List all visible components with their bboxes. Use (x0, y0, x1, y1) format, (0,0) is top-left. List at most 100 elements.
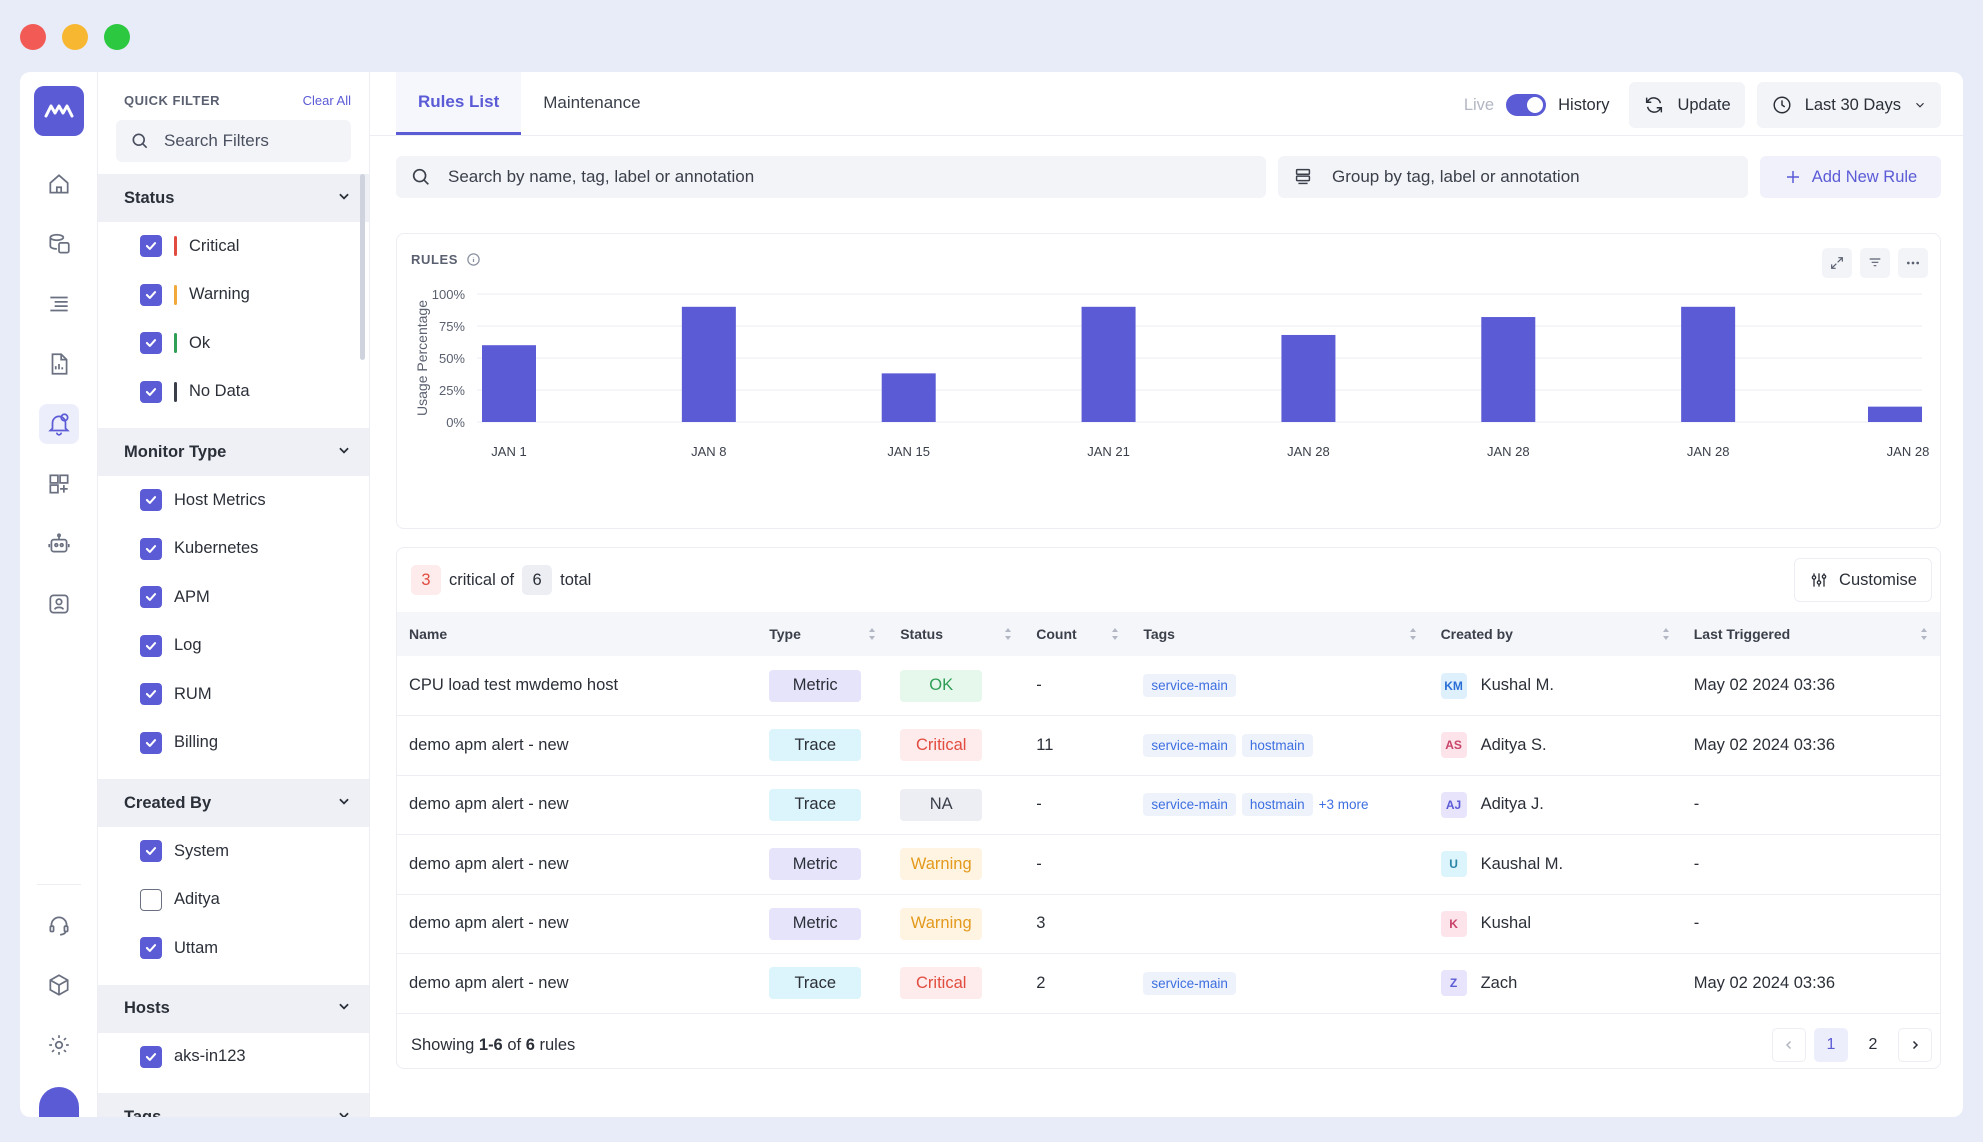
info-icon[interactable] (466, 252, 481, 267)
next-page-button[interactable] (1898, 1027, 1932, 1062)
user-monitoring-icon[interactable] (39, 584, 79, 624)
expand-chart-button[interactable] (1822, 248, 1852, 278)
checkbox-checked[interactable] (140, 683, 162, 706)
tab-rules-list[interactable]: Rules List (396, 72, 522, 135)
rules-search-input[interactable]: Search by name, tag, label or annotation (396, 156, 1266, 198)
clear-all-link[interactable]: Clear All (302, 92, 351, 108)
chart-more-button[interactable] (1898, 248, 1928, 278)
checkbox-checked[interactable] (140, 332, 162, 355)
filter-section-header[interactable]: Hosts (98, 984, 369, 1033)
minimize-window-button[interactable] (62, 24, 88, 50)
alerts-icon[interactable] (38, 404, 79, 444)
logs-icon[interactable] (39, 284, 79, 324)
page-1-button[interactable]: 1 (1814, 1027, 1848, 1062)
rule-name[interactable]: demo apm alert - new (409, 973, 569, 992)
filter-option-critical[interactable]: Critical (98, 222, 369, 271)
filter-option-no-data[interactable]: No Data (98, 368, 369, 417)
bar[interactable] (1481, 317, 1536, 422)
filter-option-apm[interactable]: APM (98, 573, 369, 622)
time-range-select[interactable]: Last 30 Days (1756, 82, 1941, 128)
rule-name[interactable]: CPU load test mwdemo host (409, 676, 619, 694)
rule-name[interactable]: demo apm alert - new (409, 795, 569, 814)
bar[interactable] (881, 373, 936, 422)
integrations-box-icon[interactable] (39, 965, 79, 1005)
bar[interactable] (1681, 306, 1736, 422)
filter-scrollbar[interactable] (360, 174, 365, 360)
table-row[interactable]: demo apm alert - new Trace NA - service-main… (397, 775, 1940, 835)
checkbox-checked[interactable] (140, 840, 162, 863)
filter-option-log[interactable]: Log (98, 622, 369, 671)
rule-name[interactable]: demo apm alert - new (409, 854, 569, 873)
column-header-tags[interactable]: Tags (1131, 612, 1428, 656)
filter-section-header[interactable]: Created By (98, 779, 369, 827)
column-header-count[interactable]: Count (1024, 612, 1131, 656)
tag-chip[interactable]: service-main (1143, 793, 1236, 817)
rule-name[interactable]: demo apm alert - new (409, 735, 569, 754)
synthetics-bot-icon[interactable] (39, 524, 79, 564)
filter-option-aks-in123[interactable]: aks-in123 (98, 1033, 369, 1082)
bar[interactable] (681, 306, 736, 422)
checkbox-checked[interactable] (140, 283, 162, 306)
filter-section-header[interactable]: Tags (98, 1093, 369, 1117)
more-tags-link[interactable]: +3 more (1318, 797, 1369, 813)
bar[interactable] (482, 345, 536, 422)
filter-section-header[interactable]: Status (98, 174, 369, 222)
tag-chip[interactable]: hostmain (1241, 793, 1313, 817)
column-header-last-triggered[interactable]: Last Triggered (1682, 612, 1940, 656)
settings-gear-icon[interactable] (39, 1025, 79, 1065)
checkbox-unchecked[interactable] (140, 888, 162, 911)
dashboards-icon[interactable] (39, 464, 79, 504)
filter-option-ok[interactable]: Ok (98, 319, 369, 368)
checkbox-checked[interactable] (140, 380, 162, 403)
checkbox-checked[interactable] (140, 586, 162, 609)
bar[interactable] (1281, 334, 1336, 422)
prev-page-button[interactable] (1772, 1027, 1806, 1062)
column-header-status[interactable]: Status (888, 612, 1024, 656)
support-headset-icon[interactable] (39, 905, 79, 945)
filter-option-rum[interactable]: RUM (98, 670, 369, 719)
add-new-rule-button[interactable]: Add New Rule (1760, 156, 1941, 198)
column-header-created-by[interactable]: Created by (1429, 612, 1682, 656)
customise-button[interactable]: Customise (1794, 558, 1932, 602)
reports-icon[interactable] (39, 344, 79, 384)
checkbox-checked[interactable] (140, 235, 162, 258)
table-row[interactable]: demo apm alert - new Metric Warning 3 K Kusha… (397, 894, 1940, 954)
checkbox-checked[interactable] (140, 537, 162, 560)
tag-chip[interactable]: service-main (1143, 971, 1236, 995)
tag-chip[interactable]: hostmain (1241, 733, 1313, 757)
checkbox-checked[interactable] (140, 731, 162, 754)
close-window-button[interactable] (20, 24, 46, 50)
tag-chip[interactable]: service-main (1143, 733, 1236, 757)
filter-option-billing[interactable]: Billing (98, 719, 369, 768)
bar[interactable] (1868, 406, 1922, 422)
table-row[interactable]: demo apm alert - new Trace Critical 11 servi… (397, 716, 1940, 775)
table-row[interactable]: CPU load test mwdemo host Metric OK - servic… (397, 656, 1940, 716)
checkbox-checked[interactable] (140, 937, 162, 960)
home-icon[interactable] (39, 164, 79, 204)
column-header-name[interactable]: Name (397, 612, 757, 656)
table-row[interactable]: demo apm alert - new Trace Critical 2 servic… (397, 954, 1940, 1013)
checkbox-checked[interactable] (140, 634, 162, 657)
filter-option-host-metrics[interactable]: Host Metrics (98, 476, 369, 525)
live-history-toggle[interactable] (1506, 94, 1547, 116)
filter-option-warning[interactable]: Warning (98, 271, 369, 320)
bar[interactable] (1081, 306, 1136, 422)
filter-option-system[interactable]: System (98, 827, 369, 876)
filter-option-uttam[interactable]: Uttam (98, 924, 369, 973)
update-button[interactable]: Update (1629, 82, 1745, 128)
filter-option-kubernetes[interactable]: Kubernetes (98, 525, 369, 574)
column-header-type[interactable]: Type (757, 612, 888, 656)
rule-name[interactable]: demo apm alert - new (409, 914, 569, 933)
app-logo[interactable] (33, 86, 84, 136)
table-row[interactable]: demo apm alert - new Metric Warning - U Kaush… (397, 835, 1940, 894)
filter-section-header[interactable]: Monitor Type (98, 428, 369, 476)
tag-chip[interactable]: service-main (1143, 674, 1236, 697)
tab-maintenance[interactable]: Maintenance (543, 93, 641, 112)
group-by-select[interactable]: Group by tag, label or annotation (1278, 156, 1748, 198)
user-avatar[interactable] (38, 1087, 79, 1117)
checkbox-checked[interactable] (140, 489, 162, 512)
maximize-window-button[interactable] (104, 24, 130, 50)
filter-option-aditya[interactable]: Aditya (98, 876, 369, 925)
search-filters-input[interactable]: Search Filters (116, 120, 351, 162)
page-2-button[interactable]: 2 (1868, 1035, 1878, 1053)
